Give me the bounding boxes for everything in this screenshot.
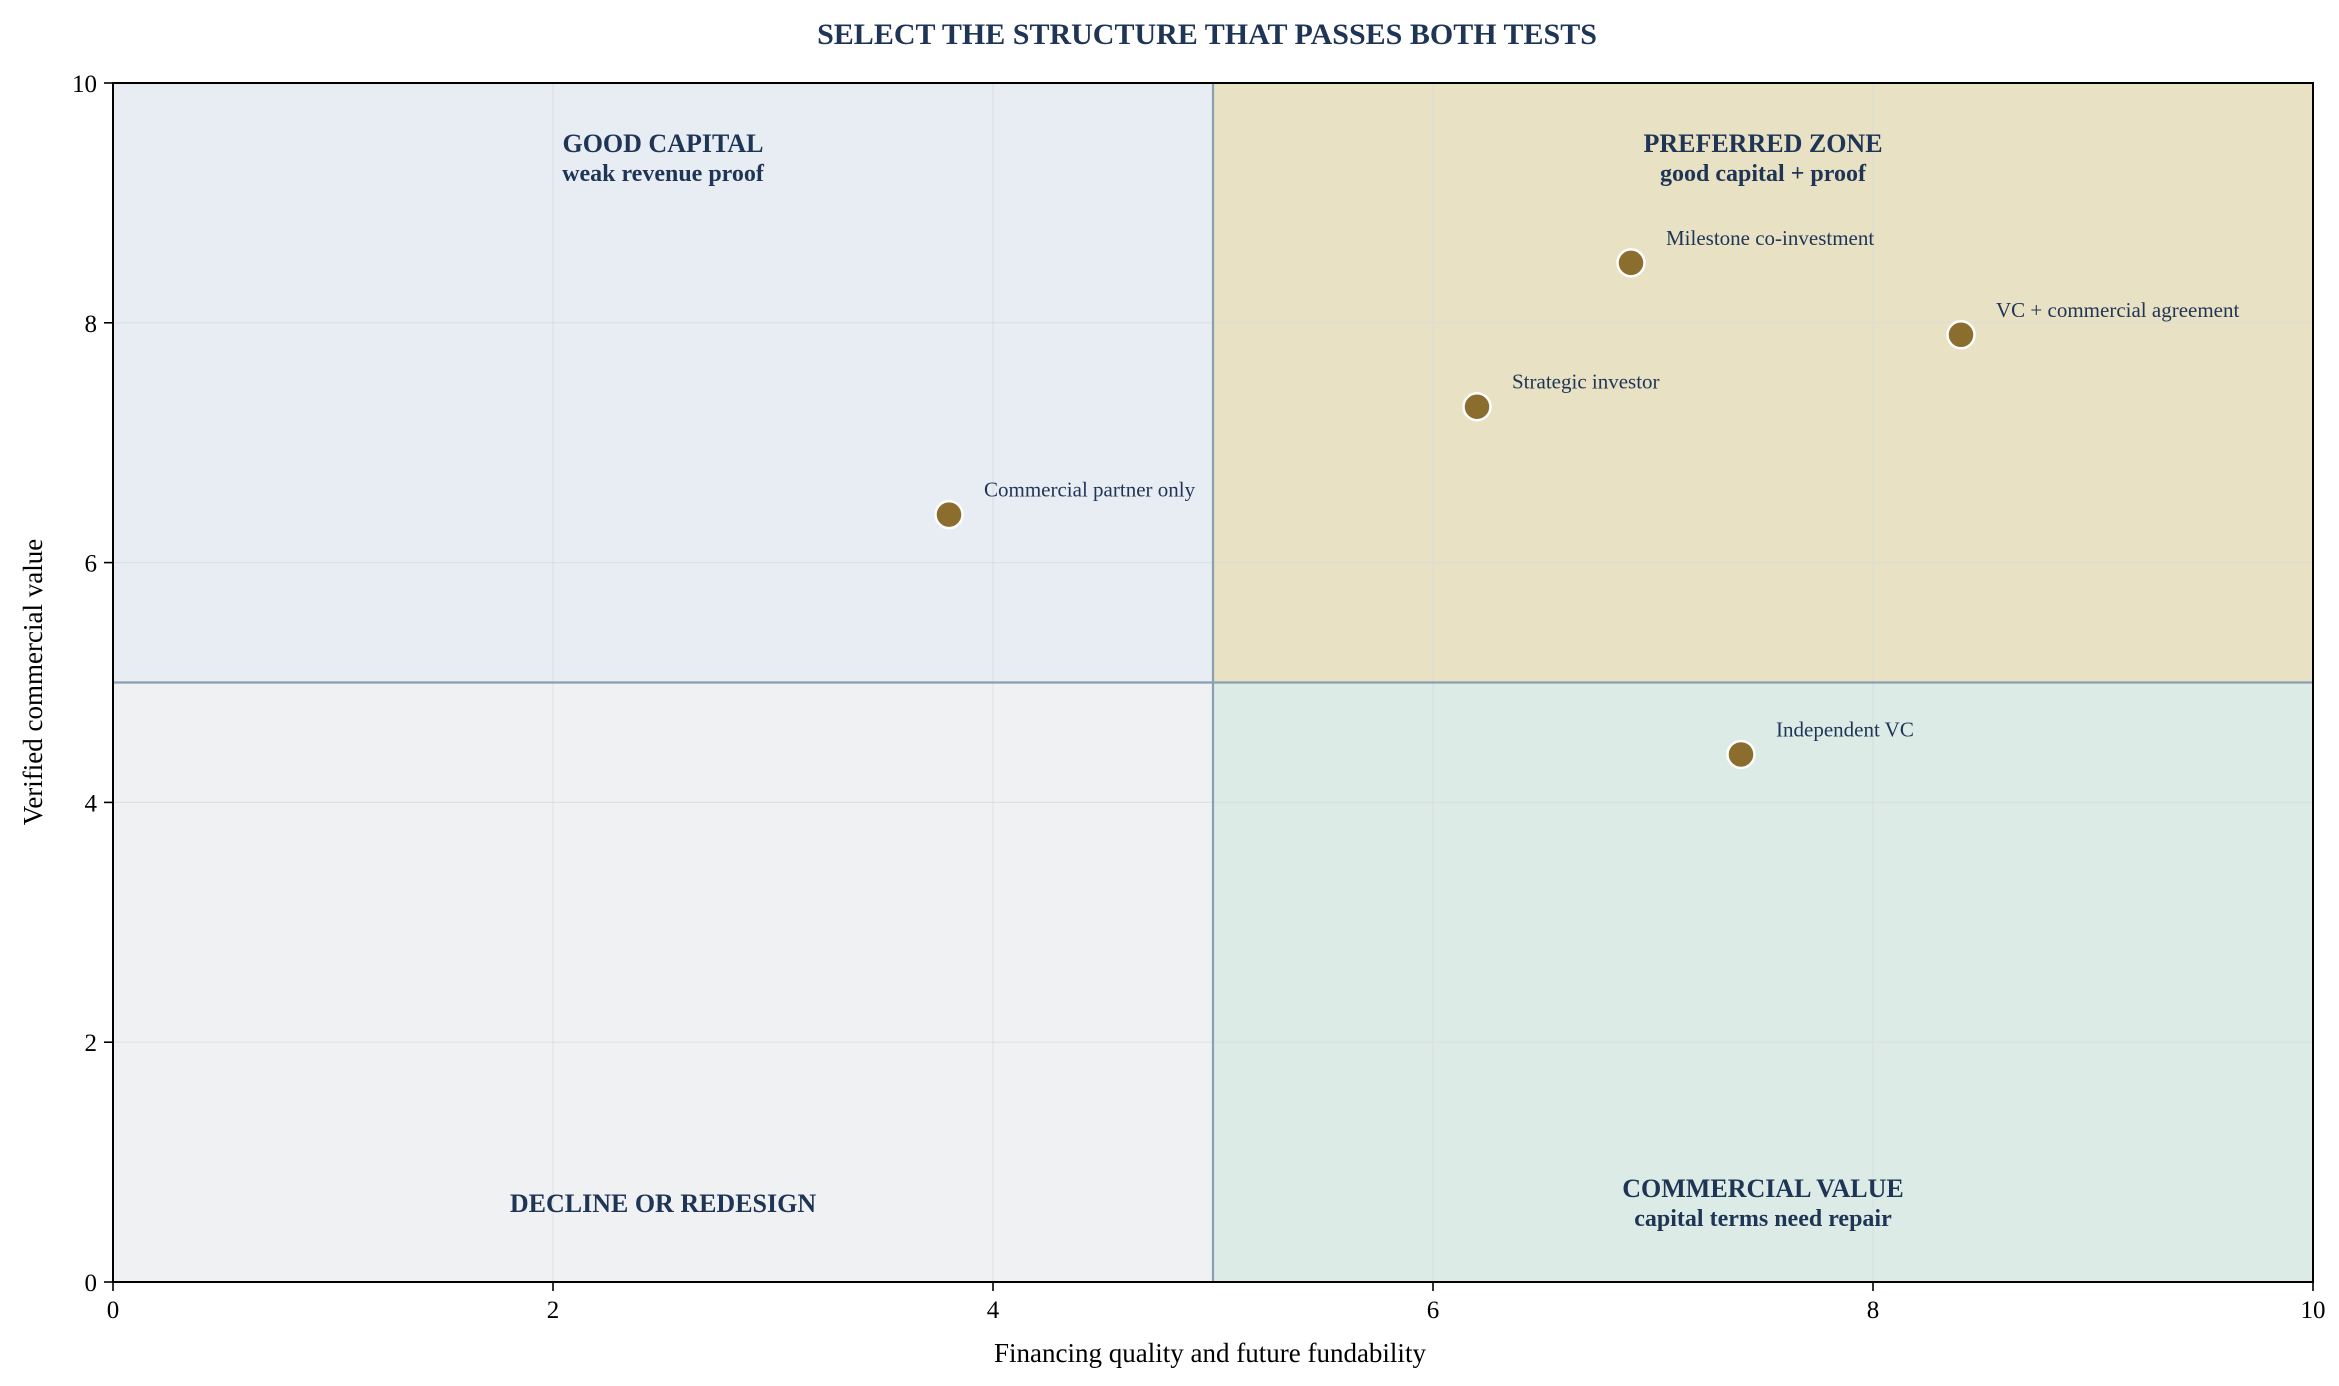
data-point-label: Milestone co-investment [1666,226,1874,250]
quadrant-decline-or-redesign [113,682,1213,1282]
quadrant-subtitle-preferred-zone: good capital + proof [1660,161,1867,187]
quadrant-title-decline-or-redesign: DECLINE OR REDESIGN [510,1189,817,1218]
quadrant-title-commercial-value: COMMERCIAL VALUE [1622,1174,1903,1203]
plot-area: GOOD CAPITAL weak revenue proof PREFERRED … [72,71,2326,1324]
x-tick-label: 2 [547,1297,560,1324]
x-axis-label: Financing quality and future fundability [994,1338,1426,1368]
quadrant-title-preferred-zone: PREFERRED ZONE [1643,129,1882,158]
quadrant-title-good-capital: GOOD CAPITAL [562,129,763,158]
y-axis-label: Verified commercial value [18,539,48,825]
x-tick-label: 8 [1867,1297,1880,1324]
data-point [1946,320,1976,350]
y-tick-label: 8 [85,311,98,338]
quadrant-good-capital [113,83,1213,683]
data-point-label: Independent VC [1776,717,1914,741]
y-tick-label: 4 [85,790,98,817]
data-point-label: Strategic investor [1512,370,1660,394]
quadrant-commercial-value [1213,682,2313,1282]
x-tick-label: 0 [107,1297,120,1324]
x-tick-label: 4 [987,1297,1000,1324]
plot-frame [112,82,2314,1283]
quadrant-subtitle-commercial-value: capital terms need repair [1634,1206,1892,1232]
x-tick-label: 10 [2301,1297,2326,1324]
data-point-label: VC + commercial agreement [1996,298,2239,322]
quadrant-subtitle-good-capital: weak revenue proof [562,161,765,187]
data-point-label: Commercial partner only [984,478,1196,502]
y-tick-label: 0 [85,1270,98,1297]
y-tick-label: 2 [85,1030,98,1057]
quadrant-preferred-zone [1213,83,2313,683]
data-point [1616,248,1646,278]
y-tick-label: 6 [85,551,98,578]
x-tick-label: 6 [1427,1297,1440,1324]
data-point [934,499,964,530]
data-point [1462,391,1492,422]
data-point [1726,739,1756,770]
y-tick-label: 10 [72,71,97,98]
chart-title: SELECT THE STRUCTURE THAT PASSES BOTH TE… [817,18,1597,51]
